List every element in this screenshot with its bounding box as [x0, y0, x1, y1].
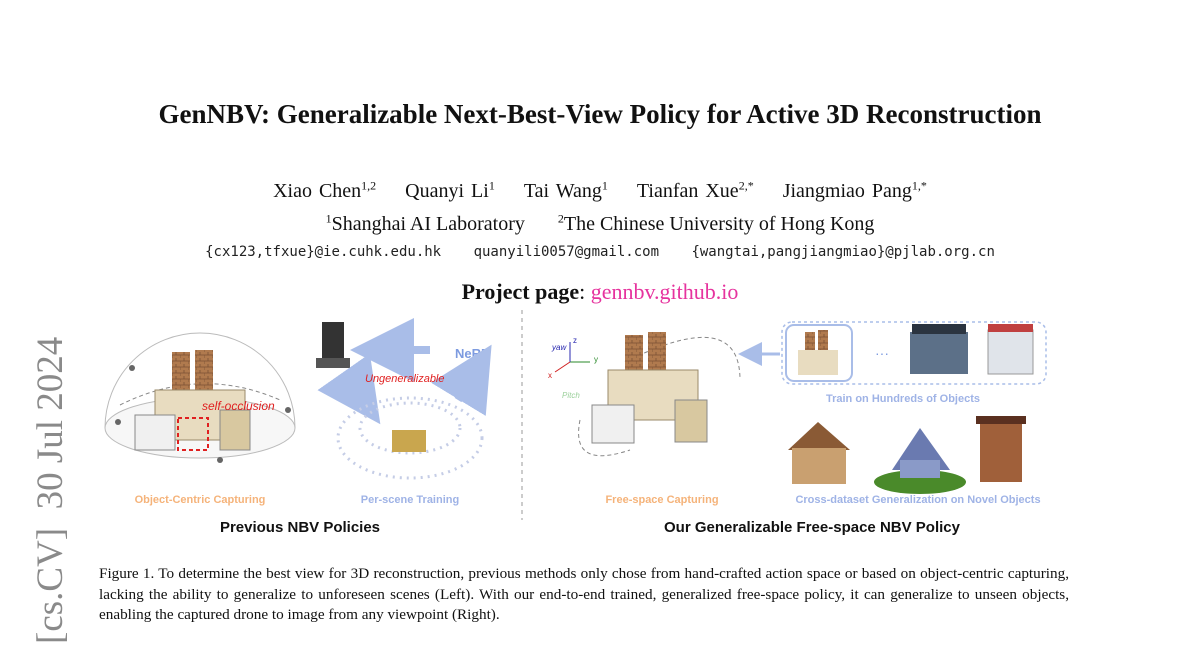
project-page-label: Project page — [461, 279, 580, 304]
novel-objects-illustration: Cross-dataset Generalization on Novel Ob… — [788, 416, 1041, 506]
train-hundreds-label: Train on Hundreds of Objects — [826, 393, 980, 405]
arxiv-stamp-text: [cs.CV] 30 Jul 2024 — [30, 337, 71, 644]
free-space-label: Free-space Capturing — [605, 494, 718, 506]
author: Quanyi Li1 — [405, 178, 495, 202]
email: quanyili0057@gmail.com — [473, 244, 659, 260]
author-list: Xiao Chen1,2 Quanyi Li1 Tai Wang1 Tianfa… — [0, 178, 1200, 203]
svg-text:Pitch: Pitch — [562, 391, 580, 400]
email-list: {cx123,tfxue}@ie.cuhk.edu.hk quanyili005… — [0, 244, 1200, 260]
per-scene-label: Per-scene Training — [361, 494, 459, 506]
axes-icon: yaw z y x Pitch — [548, 336, 598, 400]
previous-policies-caption: Previous NBV Policies — [220, 519, 380, 536]
ungeneralizable-label: Ungeneralizable — [365, 373, 445, 385]
svg-text:y: y — [594, 355, 598, 364]
author: Xiao Chen1,2 — [273, 178, 377, 202]
svg-text:z: z — [573, 336, 577, 345]
paper-title: GenNBV: Generalizable Next-Best-View Pol… — [158, 99, 1042, 129]
figure-caption: Figure 1. To determine the best view for… — [99, 565, 1069, 623]
project-page: Project page: gennbv.github.io — [461, 279, 739, 304]
drone-icon — [115, 365, 291, 463]
svg-text:yaw: yaw — [551, 343, 567, 352]
affiliation: 2The Chinese University of Hong Kong — [557, 211, 875, 235]
training-set-illustration: ··· Train on Hundreds of Objects — [738, 321, 1047, 405]
author: Tai Wang1 — [523, 178, 608, 202]
arxiv-stamp: [cs.CV] 30 Jul 2024 — [22, 322, 74, 648]
self-occlusion-label: self-occlusion — [202, 399, 275, 413]
ours-caption: Our Generalizable Free-space NBV Policy — [664, 519, 961, 536]
affiliation: 1Shanghai AI Laboratory — [325, 211, 525, 235]
author: Jiangmiao Pang1,* — [782, 178, 927, 202]
project-page-link[interactable]: gennbv.github.io — [590, 279, 739, 304]
teaser-figure: self-occlusion Object-Centric Capturing … — [100, 310, 1080, 542]
per-scene-illustration: NeRF Ungeneralizable Per-scene Training — [316, 318, 492, 506]
object-centric-illustration: self-occlusion Object-Centric Capturing — [104, 332, 296, 506]
ellipsis-text: ··· — [875, 345, 889, 361]
email: {cx123,tfxue}@ie.cuhk.edu.hk — [205, 244, 442, 260]
object-centric-label: Object-Centric Capturing — [135, 494, 266, 506]
affiliations: 1Shanghai AI Laboratory 2The Chinese Uni… — [0, 211, 1200, 236]
author: Tianfan Xue2,* — [636, 178, 754, 202]
email: {wangtai,pangjiangmiao}@pjlab.org.cn — [691, 244, 995, 260]
cross-dataset-label: Cross-dataset Generalization on Novel Ob… — [795, 494, 1040, 506]
nerf-label: NeRF — [455, 346, 489, 361]
svg-text:x: x — [548, 371, 552, 380]
free-space-illustration: yaw z y x Pitch Free-space Capturing — [548, 332, 741, 506]
